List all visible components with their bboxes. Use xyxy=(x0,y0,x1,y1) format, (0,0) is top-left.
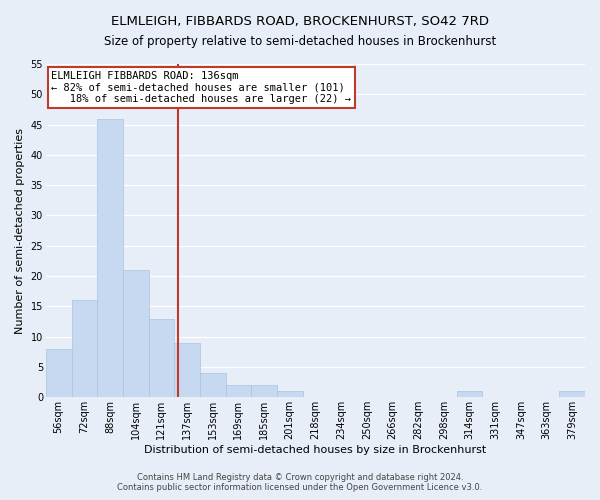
Bar xyxy=(149,318,174,398)
Text: Contains HM Land Registry data © Crown copyright and database right 2024.
Contai: Contains HM Land Registry data © Crown c… xyxy=(118,473,482,492)
Bar xyxy=(200,373,226,398)
Bar xyxy=(46,349,71,398)
Bar xyxy=(277,391,302,398)
Y-axis label: Number of semi-detached properties: Number of semi-detached properties xyxy=(15,128,25,334)
Text: ELMLEIGH, FIBBARDS ROAD, BROCKENHURST, SO42 7RD: ELMLEIGH, FIBBARDS ROAD, BROCKENHURST, S… xyxy=(111,15,489,28)
Bar xyxy=(226,385,251,398)
Bar xyxy=(97,118,123,398)
Bar xyxy=(174,343,200,398)
Bar xyxy=(251,385,277,398)
Text: Size of property relative to semi-detached houses in Brockenhurst: Size of property relative to semi-detach… xyxy=(104,35,496,48)
Bar xyxy=(71,300,97,398)
Text: ELMLEIGH FIBBARDS ROAD: 136sqm
← 82% of semi-detached houses are smaller (101)
 : ELMLEIGH FIBBARDS ROAD: 136sqm ← 82% of … xyxy=(51,70,351,104)
X-axis label: Distribution of semi-detached houses by size in Brockenhurst: Distribution of semi-detached houses by … xyxy=(144,445,487,455)
Bar xyxy=(123,270,149,398)
Bar xyxy=(559,391,585,398)
Bar xyxy=(457,391,482,398)
